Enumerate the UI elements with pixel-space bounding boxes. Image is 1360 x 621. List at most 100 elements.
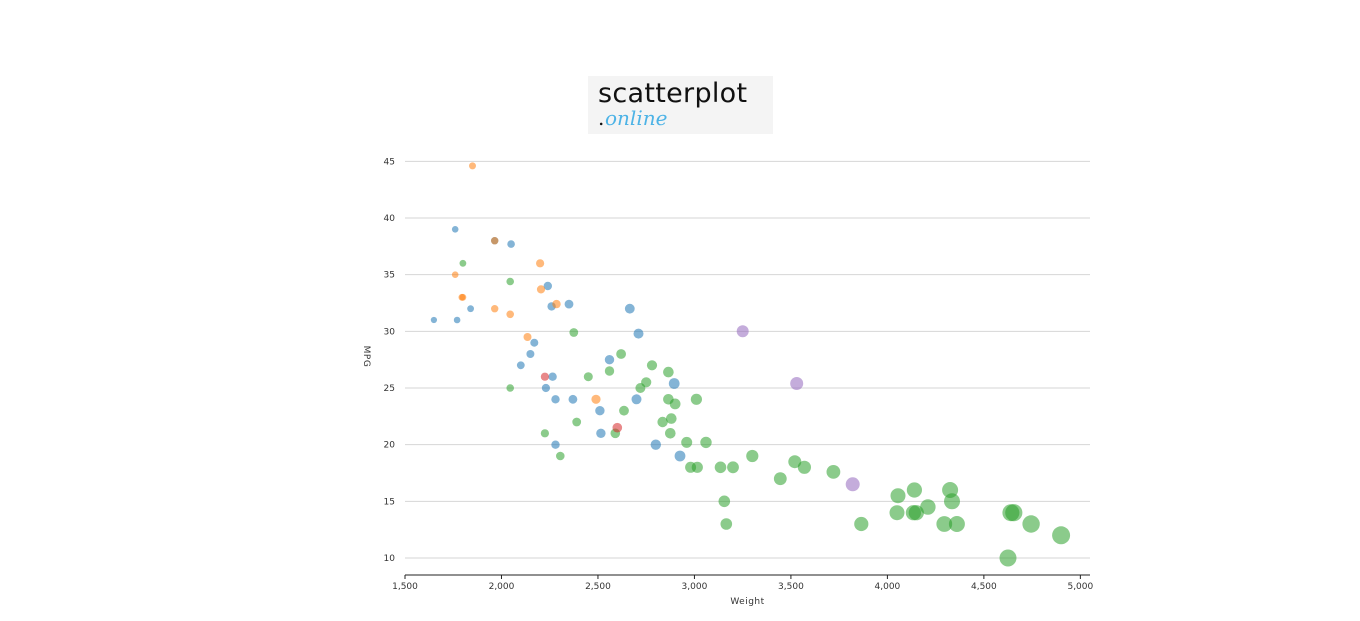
data-point[interactable] bbox=[536, 259, 545, 268]
y-tick-label: 30 bbox=[384, 327, 396, 337]
data-point[interactable] bbox=[551, 440, 560, 449]
data-point[interactable] bbox=[540, 372, 550, 381]
data-point[interactable] bbox=[666, 413, 677, 424]
data-point[interactable] bbox=[469, 162, 476, 170]
y-tick-label: 35 bbox=[384, 271, 395, 281]
y-tick-label: 10 bbox=[384, 554, 396, 564]
data-point[interactable] bbox=[568, 394, 578, 404]
data-point[interactable] bbox=[548, 372, 557, 381]
data-point[interactable] bbox=[526, 350, 535, 358]
data-point[interactable] bbox=[646, 360, 658, 371]
data-point[interactable] bbox=[908, 505, 924, 521]
data-point[interactable] bbox=[591, 394, 601, 404]
data-point[interactable] bbox=[583, 372, 593, 382]
data-point[interactable] bbox=[552, 299, 561, 309]
data-point[interactable] bbox=[523, 333, 532, 341]
data-point[interactable] bbox=[491, 305, 499, 313]
data-point[interactable] bbox=[530, 338, 539, 347]
data-point[interactable] bbox=[797, 460, 812, 474]
data-point[interactable] bbox=[718, 495, 731, 508]
data-point[interactable] bbox=[551, 395, 560, 404]
data-point[interactable] bbox=[663, 366, 674, 378]
data-point[interactable] bbox=[788, 455, 802, 469]
data-point[interactable] bbox=[616, 349, 626, 359]
x-tick-label: 1,500 bbox=[392, 582, 418, 592]
y-tick-label: 20 bbox=[384, 441, 396, 451]
data-point[interactable] bbox=[564, 299, 574, 309]
data-point[interactable] bbox=[459, 259, 467, 267]
data-point[interactable] bbox=[451, 226, 459, 233]
data-point[interactable] bbox=[467, 305, 474, 313]
data-point[interactable] bbox=[1005, 504, 1023, 522]
data-point[interactable] bbox=[790, 377, 804, 390]
data-point[interactable] bbox=[506, 310, 514, 319]
data-point[interactable] bbox=[604, 355, 615, 365]
data-point[interactable] bbox=[669, 398, 681, 410]
y-tick-label: 25 bbox=[384, 384, 395, 394]
data-point[interactable] bbox=[936, 516, 953, 532]
data-point[interactable] bbox=[556, 451, 565, 461]
data-point[interactable] bbox=[624, 303, 635, 314]
data-point[interactable] bbox=[920, 499, 936, 515]
data-point[interactable] bbox=[665, 428, 676, 439]
data-point[interactable] bbox=[451, 271, 459, 279]
data-point[interactable] bbox=[507, 240, 515, 248]
axes: 10 15 20 25 30 35 40 45 1,500 2,000 2,500 3,000 3,50… bbox=[384, 157, 1094, 592]
x-axis-label: Weight bbox=[730, 597, 764, 607]
data-point[interactable] bbox=[681, 436, 693, 448]
data-point[interactable] bbox=[619, 405, 629, 416]
data-point[interactable] bbox=[845, 477, 860, 492]
data-point[interactable] bbox=[459, 293, 467, 301]
data-point[interactable] bbox=[948, 516, 965, 532]
x-tick-label: 4,500 bbox=[971, 582, 997, 592]
data-point[interactable] bbox=[631, 394, 642, 405]
data-point[interactable] bbox=[612, 422, 623, 433]
data-point[interactable] bbox=[657, 416, 668, 428]
data-point[interactable] bbox=[773, 472, 787, 486]
data-point[interactable] bbox=[727, 461, 739, 474]
data-point[interactable] bbox=[633, 328, 644, 339]
data-point[interactable] bbox=[714, 461, 727, 474]
data-point[interactable] bbox=[854, 516, 869, 532]
data-point[interactable] bbox=[595, 406, 605, 416]
data-point[interactable] bbox=[691, 461, 703, 473]
data-point[interactable] bbox=[736, 325, 749, 338]
x-tick-label: 5,000 bbox=[1067, 582, 1093, 592]
data-point[interactable] bbox=[453, 316, 461, 324]
data-point[interactable] bbox=[641, 377, 652, 388]
data-point[interactable] bbox=[541, 383, 551, 393]
data-point[interactable] bbox=[596, 428, 606, 438]
data-point[interactable] bbox=[506, 277, 514, 286]
data-point[interactable] bbox=[720, 518, 733, 530]
data-point[interactable] bbox=[506, 384, 514, 392]
data-point[interactable] bbox=[430, 316, 437, 324]
data-point[interactable] bbox=[1022, 515, 1040, 533]
data-point[interactable] bbox=[516, 361, 525, 370]
data-point[interactable] bbox=[668, 378, 680, 389]
data-point[interactable] bbox=[650, 439, 661, 450]
data-point[interactable] bbox=[569, 328, 579, 337]
data-point[interactable] bbox=[944, 493, 960, 510]
data-point[interactable] bbox=[1052, 526, 1071, 545]
y-axis-label: MPG bbox=[361, 346, 371, 368]
data-point[interactable] bbox=[536, 285, 546, 294]
data-point[interactable] bbox=[999, 549, 1017, 567]
site-logo[interactable]: scatterplot . online bbox=[588, 76, 773, 134]
data-point[interactable] bbox=[826, 465, 841, 479]
data-point[interactable] bbox=[604, 366, 615, 376]
data-point[interactable] bbox=[690, 393, 703, 405]
data-point[interactable] bbox=[543, 281, 552, 291]
data-point[interactable] bbox=[906, 482, 923, 498]
data-point[interactable] bbox=[700, 436, 712, 449]
data-point[interactable] bbox=[540, 429, 550, 438]
data-point[interactable] bbox=[889, 505, 905, 521]
data-point[interactable] bbox=[746, 449, 759, 463]
data-point[interactable] bbox=[572, 417, 582, 427]
y-tick-label: 40 bbox=[384, 214, 396, 224]
x-tick-label: 2,000 bbox=[489, 582, 515, 592]
y-tick-label: 45 bbox=[384, 157, 395, 167]
data-point[interactable] bbox=[491, 237, 499, 245]
data-point[interactable] bbox=[890, 488, 906, 504]
data-point[interactable] bbox=[674, 450, 686, 462]
